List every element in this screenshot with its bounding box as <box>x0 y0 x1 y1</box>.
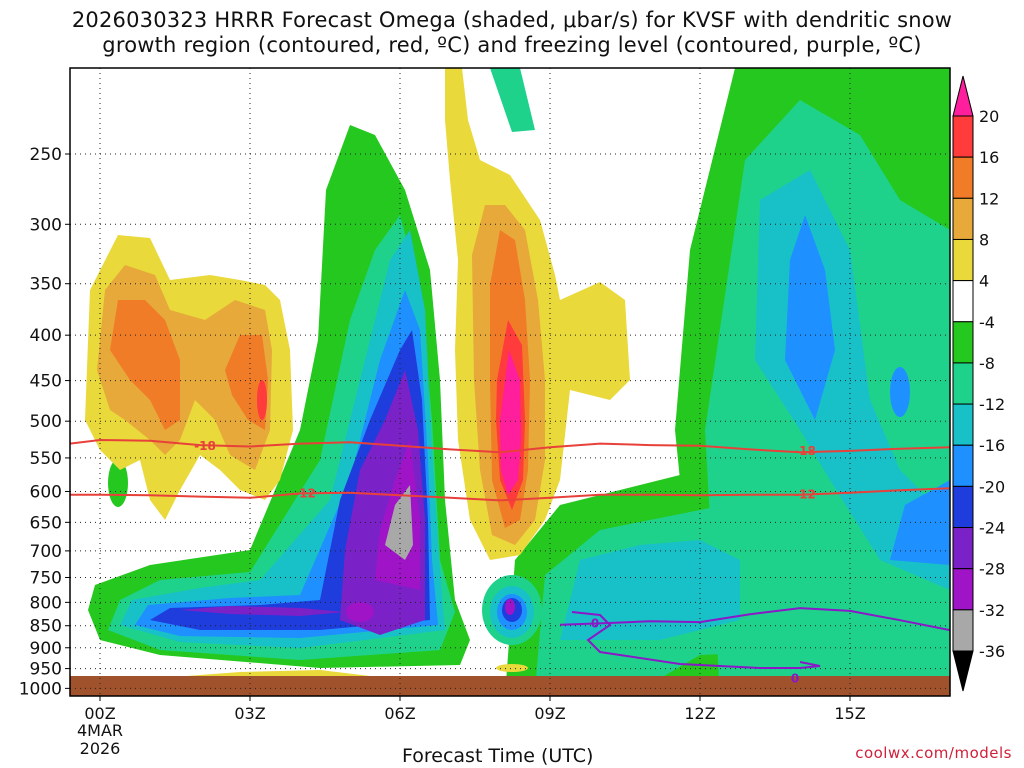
omega-orange-left-b <box>225 335 268 430</box>
y-tick-label: 350 <box>30 275 62 295</box>
x-tick-label: 15Z <box>834 704 865 723</box>
y-tick-label: 700 <box>30 542 62 562</box>
colorbar-swatch <box>952 609 974 652</box>
contours: -18 -18 -12 -12 0 0 <box>70 439 950 686</box>
contour-label: -18 <box>794 444 816 458</box>
omega-cyan-mid <box>560 540 740 640</box>
colorbar-label: 16 <box>979 148 999 167</box>
contour-label: 0 <box>591 616 599 630</box>
y-tick-label: 750 <box>30 568 62 588</box>
omega-yellow-dot <box>496 664 528 672</box>
omega-magenta-low <box>346 602 374 622</box>
colorbar: 20 16 12 8 4 -4 -8 -12 -16 -20 -24 -28 -32 -36 <box>952 75 1005 692</box>
contour-line-freezing-lower <box>571 611 821 669</box>
x-tick-label: 12Z <box>684 704 715 723</box>
chart-title: 2026030323 HRRR Forecast Omega (shaded, … <box>71 8 953 32</box>
colorbar-label: -4 <box>979 313 995 332</box>
x-year-label: 2026 <box>80 739 121 758</box>
contour-line <box>70 487 950 502</box>
credit-link[interactable]: coolwx.com/models <box>855 744 1012 762</box>
y-tick-label: 500 <box>30 412 62 432</box>
y-tick-label: 950 <box>30 660 62 680</box>
x-tick-label: 06Z <box>384 704 415 723</box>
y-tick-label: 250 <box>30 145 62 165</box>
contour-label: -18 <box>194 439 216 453</box>
contour-line <box>70 438 950 454</box>
x-axis-label: Forecast Time (UTC) <box>402 745 594 767</box>
colorbar-label: -36 <box>979 642 1005 661</box>
omega-blue-spot <box>890 367 910 417</box>
colorbar-arrow-top <box>952 75 974 117</box>
colorbar-swatch <box>952 238 974 282</box>
colorbar-swatch <box>952 321 974 364</box>
colorbar-label: -24 <box>979 519 1005 538</box>
colorbar-label: 20 <box>979 107 999 126</box>
colorbar-label: -28 <box>979 560 1005 579</box>
y-tick-label: 600 <box>30 482 62 502</box>
omega-gray-core <box>385 485 413 560</box>
colorbar-swatch <box>952 197 974 240</box>
colorbar-swatch <box>952 568 974 611</box>
y-tick-label: 650 <box>30 513 62 533</box>
axes: 2503003504004505005506006507007508008509… <box>19 67 951 758</box>
omega-purple-band <box>180 606 345 616</box>
y-tick-label: 400 <box>30 326 62 346</box>
colorbar-swatch <box>952 280 974 323</box>
y-tick-label: 300 <box>30 215 62 235</box>
omega-teal-top <box>490 68 535 132</box>
y-tick-label: 900 <box>30 639 62 659</box>
y-tick-label: 850 <box>30 617 62 637</box>
x-date-label: 4MAR <box>77 721 123 740</box>
x-tick-label: 09Z <box>534 704 565 723</box>
y-tick-label: 1000 <box>19 679 62 699</box>
contour-label: -12 <box>294 486 316 500</box>
omega-pink-col <box>500 350 521 495</box>
colorbar-label: -32 <box>979 601 1005 620</box>
colorbar-swatch <box>952 362 974 405</box>
y-tick-label: 550 <box>30 449 62 469</box>
y-tick-label: 800 <box>30 593 62 613</box>
x-tick-label: 03Z <box>234 704 265 723</box>
grid <box>70 68 950 696</box>
colorbar-label: 12 <box>979 189 999 208</box>
omega-shading <box>70 68 950 696</box>
colorbar-label: -16 <box>979 436 1005 455</box>
y-tick-label: 450 <box>30 372 62 392</box>
contour-line <box>559 607 950 632</box>
colorbar-label: 4 <box>979 272 989 291</box>
colorbar-label: -8 <box>979 354 995 373</box>
plot-frame <box>69 67 951 697</box>
omega-red-left <box>257 380 267 420</box>
chart-subtitle: growth region (contoured, red, ºC) and f… <box>102 33 922 57</box>
colorbar-swatch <box>952 115 974 158</box>
colorbar-label: -20 <box>979 477 1005 496</box>
omega-blue-right <box>785 215 835 420</box>
colorbar-label: -12 <box>979 395 1005 414</box>
colorbar-swatch <box>952 444 974 487</box>
contour-label: 0 <box>791 672 799 686</box>
omega-magenta-col <box>505 599 515 615</box>
colorbar-swatch <box>952 403 974 446</box>
colorbar-swatch <box>952 527 974 570</box>
omega-orange-left-a <box>110 300 180 430</box>
colorbar-swatch <box>952 485 974 529</box>
contour-label: -12 <box>794 488 816 502</box>
ground-terrain <box>70 676 950 696</box>
colorbar-arrow-bottom <box>952 650 974 692</box>
colorbar-swatch <box>952 156 974 199</box>
x-tick-label: 00Z <box>84 704 115 723</box>
colorbar-label: 8 <box>979 230 989 249</box>
